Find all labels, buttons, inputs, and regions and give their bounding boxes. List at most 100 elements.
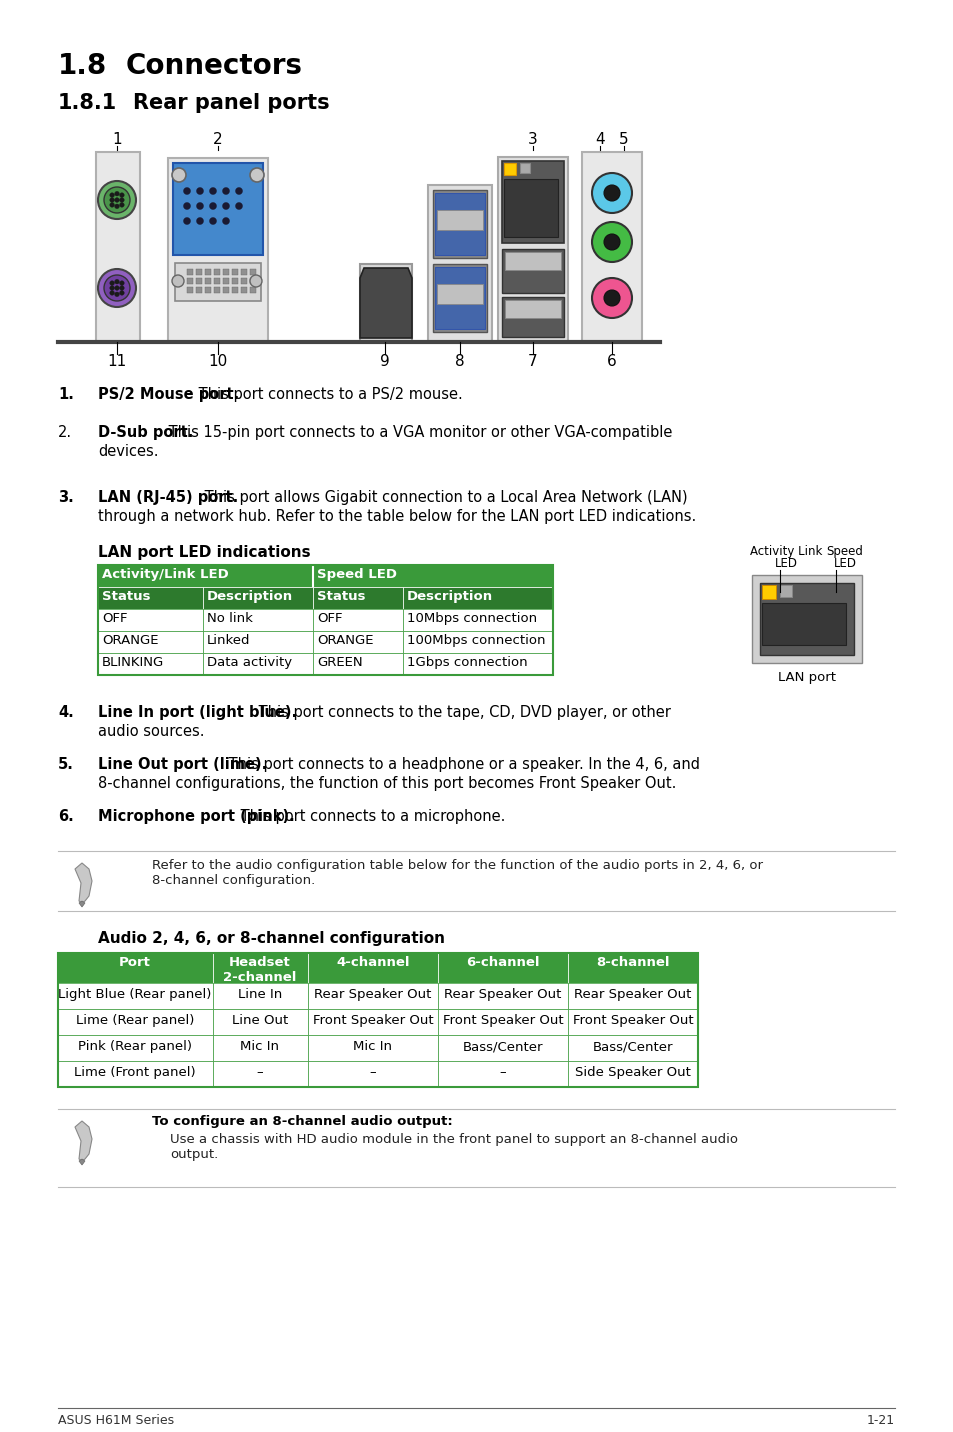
Circle shape bbox=[196, 218, 203, 225]
Bar bbox=[567, 954, 698, 982]
Bar bbox=[213, 1035, 308, 1061]
Circle shape bbox=[592, 222, 631, 262]
Bar bbox=[760, 583, 853, 654]
Bar bbox=[58, 982, 213, 1010]
Circle shape bbox=[235, 188, 242, 195]
Text: Speed: Speed bbox=[825, 546, 862, 558]
Bar bbox=[223, 269, 229, 275]
Circle shape bbox=[119, 291, 124, 295]
Text: LAN port: LAN port bbox=[778, 672, 835, 684]
Bar bbox=[567, 1010, 698, 1035]
Bar bbox=[58, 1035, 213, 1061]
Circle shape bbox=[110, 291, 114, 295]
Text: Lime (Front panel): Lime (Front panel) bbox=[74, 1065, 195, 1078]
Bar bbox=[203, 653, 313, 674]
Bar bbox=[428, 185, 492, 342]
Bar bbox=[213, 1010, 308, 1035]
Text: Microphone port (pink).: Microphone port (pink). bbox=[98, 809, 294, 823]
Text: 8-channel configurations, the function of this port becomes Front Speaker Out.: 8-channel configurations, the function o… bbox=[98, 776, 676, 790]
Bar bbox=[213, 286, 220, 294]
Circle shape bbox=[110, 281, 114, 285]
Text: Status: Status bbox=[102, 590, 151, 603]
Text: 5: 5 bbox=[618, 132, 628, 147]
Text: ORANGE: ORANGE bbox=[102, 634, 158, 647]
Bar bbox=[780, 586, 791, 597]
Text: Port: Port bbox=[119, 957, 151, 969]
Bar bbox=[213, 954, 308, 982]
Bar bbox=[433, 263, 486, 332]
Bar bbox=[172, 163, 263, 255]
Bar bbox=[501, 249, 563, 294]
Bar bbox=[232, 286, 237, 294]
Bar bbox=[250, 278, 255, 284]
Bar bbox=[205, 286, 211, 294]
Circle shape bbox=[603, 233, 619, 251]
Circle shape bbox=[210, 202, 216, 209]
Bar bbox=[501, 160, 563, 243]
Circle shape bbox=[250, 168, 264, 182]
Circle shape bbox=[114, 192, 119, 196]
Circle shape bbox=[222, 188, 230, 195]
Bar bbox=[313, 653, 402, 674]
Text: This 15-pin port connects to a VGA monitor or other VGA-compatible: This 15-pin port connects to a VGA monit… bbox=[164, 425, 672, 440]
Bar bbox=[359, 263, 412, 342]
Circle shape bbox=[119, 198, 124, 202]
Circle shape bbox=[222, 218, 230, 225]
Bar bbox=[203, 587, 313, 609]
Circle shape bbox=[172, 275, 184, 286]
Bar bbox=[58, 954, 213, 982]
Text: Data activity: Data activity bbox=[207, 656, 292, 669]
Circle shape bbox=[183, 218, 191, 225]
Text: GREEN: GREEN bbox=[316, 656, 362, 669]
Text: OFF: OFF bbox=[316, 611, 342, 624]
Text: 2: 2 bbox=[213, 132, 223, 147]
Circle shape bbox=[210, 218, 216, 225]
Text: 9: 9 bbox=[379, 354, 390, 369]
Bar bbox=[567, 982, 698, 1010]
Text: Use a chassis with HD audio module in the front panel to support an 8-channel au: Use a chassis with HD audio module in th… bbox=[170, 1133, 738, 1161]
Circle shape bbox=[210, 188, 216, 195]
Polygon shape bbox=[75, 1121, 91, 1161]
Circle shape bbox=[235, 202, 242, 209]
Bar bbox=[195, 269, 202, 275]
Bar bbox=[213, 269, 220, 275]
Bar bbox=[203, 632, 313, 653]
Bar bbox=[567, 1061, 698, 1087]
Circle shape bbox=[250, 275, 262, 286]
Circle shape bbox=[114, 286, 119, 291]
Bar bbox=[308, 982, 437, 1010]
Polygon shape bbox=[79, 1158, 85, 1166]
Bar bbox=[313, 566, 553, 587]
Text: Status: Status bbox=[316, 590, 365, 603]
Text: 6: 6 bbox=[606, 354, 617, 369]
Bar bbox=[223, 286, 229, 294]
Bar bbox=[402, 587, 553, 609]
Circle shape bbox=[110, 286, 114, 291]
Bar bbox=[519, 163, 530, 173]
Text: OFF: OFF bbox=[102, 611, 128, 624]
Text: Front Speaker Out: Front Speaker Out bbox=[442, 1014, 562, 1027]
Bar bbox=[437, 1010, 567, 1035]
Text: –: – bbox=[256, 1065, 263, 1078]
Circle shape bbox=[114, 198, 119, 202]
Text: This port allows Gigabit connection to a Local Area Network (LAN): This port allows Gigabit connection to a… bbox=[200, 490, 687, 505]
Circle shape bbox=[183, 188, 191, 195]
Bar bbox=[433, 190, 486, 258]
Circle shape bbox=[196, 202, 203, 209]
Circle shape bbox=[119, 193, 124, 198]
Bar bbox=[213, 982, 308, 1010]
Bar bbox=[437, 1035, 567, 1061]
Bar bbox=[58, 954, 698, 1087]
Bar bbox=[308, 954, 437, 982]
Circle shape bbox=[196, 188, 203, 195]
Text: LED: LED bbox=[833, 557, 856, 570]
Text: 1.8: 1.8 bbox=[58, 52, 107, 80]
Bar bbox=[98, 587, 203, 609]
Bar bbox=[437, 982, 567, 1010]
Text: Bass/Center: Bass/Center bbox=[592, 1040, 673, 1053]
Text: Activity Link: Activity Link bbox=[749, 546, 821, 558]
Bar bbox=[503, 179, 558, 238]
Text: Lime (Rear panel): Lime (Rear panel) bbox=[75, 1014, 194, 1027]
Bar bbox=[213, 278, 220, 284]
Bar bbox=[98, 632, 203, 653]
